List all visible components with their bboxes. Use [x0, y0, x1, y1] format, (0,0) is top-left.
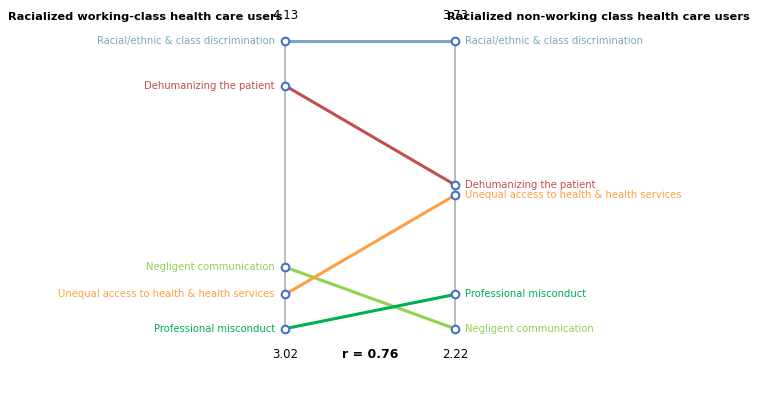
Text: Unequal access to health & health services: Unequal access to health & health servic…: [465, 190, 681, 200]
Text: Unequal access to health & health services: Unequal access to health & health servic…: [58, 289, 275, 299]
Text: Negligent communication: Negligent communication: [465, 324, 593, 334]
Text: Negligent communication: Negligent communication: [146, 262, 275, 272]
Text: 2.22: 2.22: [442, 347, 468, 360]
Text: 3.02: 3.02: [272, 347, 298, 360]
Text: Dehumanizing the patient: Dehumanizing the patient: [465, 180, 596, 190]
Text: Racialized non-working class health care users: Racialized non-working class health care…: [447, 12, 749, 22]
Text: Racialized working-class health care users: Racialized working-class health care use…: [8, 12, 282, 22]
Text: Professional misconduct: Professional misconduct: [154, 324, 275, 334]
Text: Dehumanizing the patient: Dehumanizing the patient: [145, 80, 275, 90]
Text: r = 0.76: r = 0.76: [342, 347, 398, 360]
Text: 3.73: 3.73: [442, 9, 468, 22]
Text: 4.13: 4.13: [272, 9, 298, 22]
Text: Racial/ethnic & class discrimination: Racial/ethnic & class discrimination: [465, 36, 643, 46]
Text: Professional misconduct: Professional misconduct: [465, 289, 586, 299]
Text: Racial/ethnic & class discrimination: Racial/ethnic & class discrimination: [97, 36, 275, 46]
